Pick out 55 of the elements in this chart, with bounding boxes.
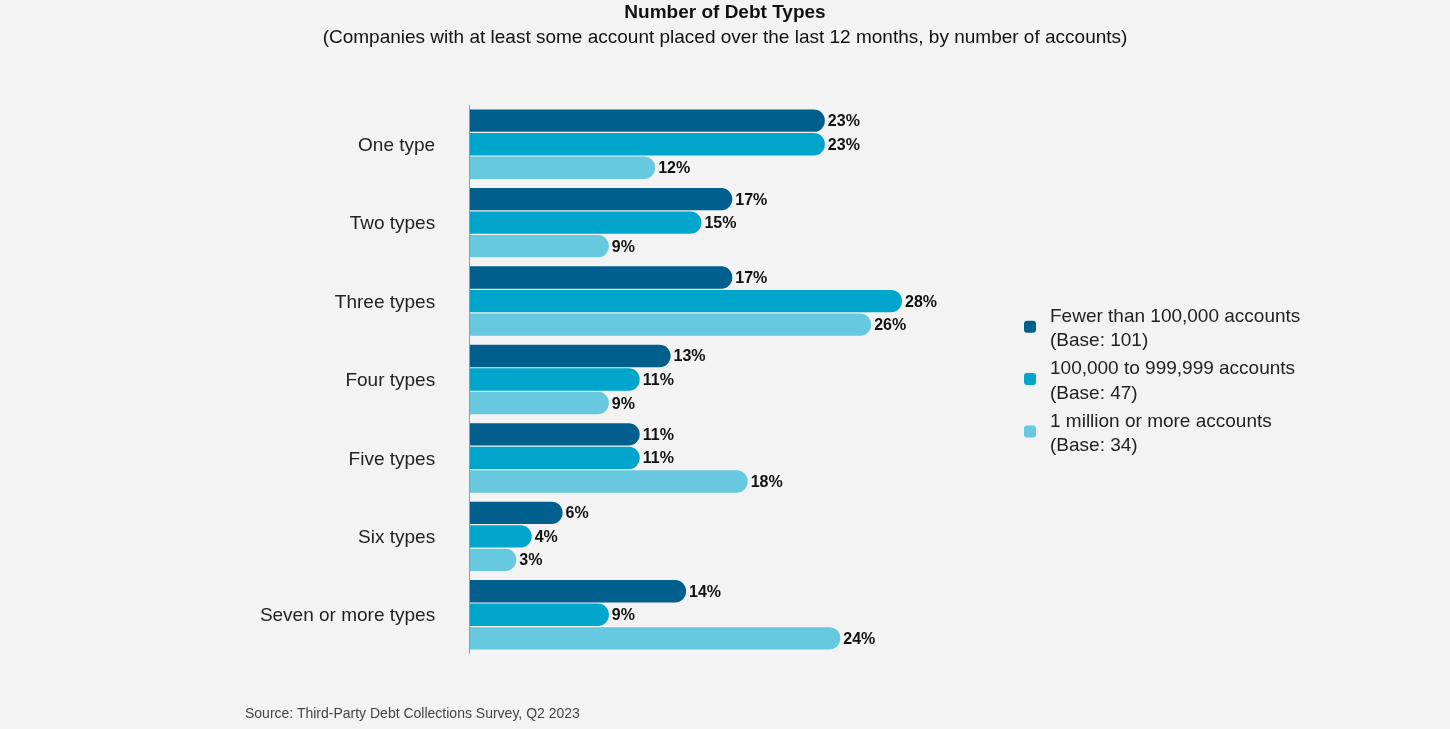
bar <box>470 603 609 626</box>
bar <box>470 580 686 603</box>
bar <box>470 133 825 156</box>
y-tick-label: Five types <box>348 447 436 469</box>
chart-subtitle: (Companies with at least some account placed over the last 12 months, by number of accounts) <box>322 25 1128 47</box>
data-label: 26% <box>874 316 907 334</box>
y-tick-label: Two types <box>349 212 436 234</box>
data-label: 24% <box>843 629 876 647</box>
data-label: 12% <box>658 159 691 177</box>
data-label: 9% <box>611 606 635 624</box>
y-tick-label: Three types <box>334 290 436 312</box>
bar <box>470 548 517 572</box>
data-label: 23% <box>827 135 860 153</box>
chart-title: Number of Debt Types <box>624 1 826 23</box>
data-label: 11% <box>642 449 674 467</box>
legend-label: 1 million or more accounts (Base: 34) <box>1050 409 1272 456</box>
data-label: 9% <box>611 394 635 412</box>
bar <box>470 446 640 470</box>
data-label: 6% <box>565 504 589 522</box>
y-tick-label: Seven or more types <box>259 604 436 626</box>
data-label: 17% <box>735 190 768 208</box>
data-label: 4% <box>534 527 558 545</box>
bar <box>470 391 609 415</box>
data-label: 28% <box>905 292 938 310</box>
data-label: 17% <box>735 269 768 287</box>
bar <box>470 187 733 211</box>
bar <box>470 313 872 336</box>
bar <box>470 501 563 524</box>
y-tick-label: One type <box>358 133 436 155</box>
source-note: Source: Third-Party Debt Collections Survey, Q2 2023 <box>245 705 581 721</box>
bar <box>470 525 532 548</box>
data-label: 11% <box>642 425 674 443</box>
data-label: 3% <box>519 551 543 569</box>
bar <box>470 109 825 132</box>
data-label: 11% <box>642 371 674 388</box>
data-label: 9% <box>611 237 635 255</box>
legend-label: 100,000 to 999,999 accounts (Base: 47) <box>1050 357 1296 403</box>
bar <box>470 266 733 289</box>
bar <box>470 368 640 391</box>
bar <box>470 423 640 446</box>
bar <box>470 156 656 179</box>
data-label: 18% <box>750 472 783 490</box>
bar <box>470 344 671 368</box>
y-tick-label: Six types <box>358 526 436 548</box>
y-tick-label: Four types <box>345 369 436 391</box>
data-label: 14% <box>689 582 722 600</box>
legend-label: Fewer than 100,000 accounts (Base: 101) <box>1050 304 1301 351</box>
bar <box>470 289 902 313</box>
data-label: 15% <box>704 214 737 232</box>
bar <box>470 627 841 650</box>
bar <box>470 211 702 234</box>
bar <box>470 235 609 258</box>
bar <box>470 470 748 493</box>
data-label: 13% <box>673 347 706 365</box>
data-label: 23% <box>827 112 860 130</box>
